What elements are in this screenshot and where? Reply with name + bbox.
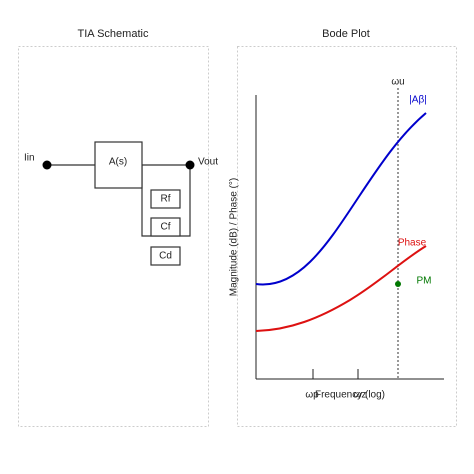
schematic-title: TIA Schematic — [78, 28, 149, 40]
schematic-panel — [18, 46, 209, 427]
x-axis-label: Frequency (log) — [315, 390, 385, 401]
cd-box — [150, 246, 181, 266]
cf-box — [150, 217, 181, 237]
crossover-label: ωu — [391, 77, 404, 88]
rf-box — [150, 189, 181, 209]
bode: ωu |Aβ| Phase PM ωp ωz Frequency (log) M… — [229, 77, 444, 401]
x-marker-label: ωp — [305, 390, 319, 401]
bode-panel — [237, 46, 457, 427]
margin-point — [395, 281, 401, 287]
component-label: Cd — [159, 251, 172, 262]
component-label: Rf — [161, 194, 171, 205]
magnitude-curve — [255, 112, 427, 286]
margin-label: PM — [417, 276, 432, 287]
bode-title: Bode Plot — [322, 28, 370, 40]
y-axis-label: Magnitude (dB) / Phase (°) — [229, 178, 240, 297]
output-label: Vout — [198, 157, 218, 168]
input-label: Iin — [24, 153, 35, 164]
output-node — [185, 160, 195, 170]
phase-label: Phase — [398, 238, 427, 249]
amplifier-box — [94, 141, 143, 189]
magnitude-label: |Aβ| — [409, 95, 427, 106]
x-marker-label: ωz — [354, 390, 367, 401]
phase-curve — [255, 245, 427, 332]
input-node — [42, 160, 52, 170]
component-label: Cf — [161, 222, 171, 233]
amplifier-label: A(s) — [109, 157, 127, 168]
schematic: Iin A(s) Vout Rf Cf Cd — [24, 141, 218, 266]
